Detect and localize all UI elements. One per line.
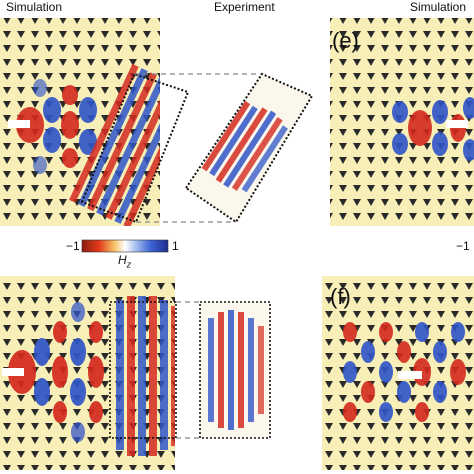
panel-top-right-simulation xyxy=(330,18,474,226)
right-colorbar-min-label: −1 xyxy=(456,239,470,253)
right-heading: Simulation xyxy=(410,0,467,14)
panel-top-experiment xyxy=(184,72,314,224)
panel-top-left-simulation xyxy=(0,18,160,226)
colorbar-subscript: z xyxy=(126,259,132,270)
colorbar-max-label: 1 xyxy=(172,239,179,253)
panel-bottom-left-simulation xyxy=(0,276,175,470)
panel-bottom-right-simulation xyxy=(322,276,474,470)
beam-stripes-top-left xyxy=(69,63,160,226)
dotted-frame-top-left xyxy=(80,72,190,224)
field-blobs-top-left xyxy=(16,79,97,174)
left-heading: Simulation xyxy=(6,0,63,14)
panel-letter-f: (f) xyxy=(330,284,351,309)
colorbar-min-label: −1 xyxy=(66,239,80,253)
panel-bottom-experiment xyxy=(199,301,271,439)
dotted-frame-bottom-left xyxy=(109,301,177,439)
colorbar-quantity-label: Hz xyxy=(118,253,131,269)
colorbar-symbol: H xyxy=(118,253,127,267)
middle-heading: Experiment xyxy=(214,0,275,14)
source-marker xyxy=(8,120,30,128)
panel-letter-e: (e) xyxy=(332,28,359,53)
colorbar xyxy=(81,239,169,253)
dotted-frame-bottom-experiment xyxy=(199,301,271,439)
beam-stripes-bottom-left xyxy=(116,296,175,456)
